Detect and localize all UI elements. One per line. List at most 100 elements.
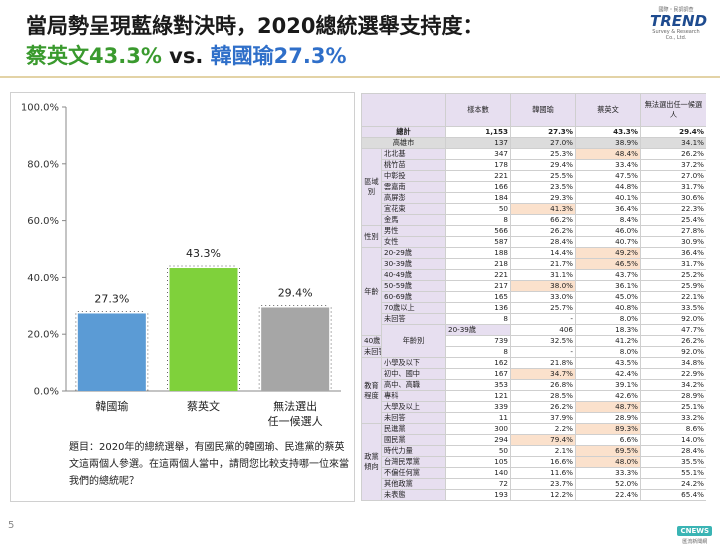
row-label: 40-49歲 [381,269,446,281]
cell-value: 587 [445,236,511,248]
row-label: 未表態 [381,489,446,501]
header-sample: 樣本數 [445,93,511,127]
cell-value: 28.4% [640,445,706,457]
cell-value: 79.4% [510,434,576,446]
cell-value: 43.3% [575,126,641,138]
cell-value: 49.2% [575,247,641,259]
cell-value: 33.0% [510,291,576,303]
cell-value: 34.7% [510,368,576,380]
row-label: 宜花東 [381,203,446,215]
cell-value: 34.8% [640,357,706,369]
cell-value: 21.8% [510,357,576,369]
cell-value: 178 [445,159,511,171]
cell-value: 31.7% [640,181,706,193]
table-row: 40-49歲 221 31.1% 43.7% 25.2% [362,269,706,281]
row-label: 金馬 [381,214,446,226]
row-label: 高雄市 [361,137,446,149]
tsai-result: 蔡英文43.3% [26,44,162,68]
cell-value: 29.4% [510,159,576,171]
cnews-badge: CNEWS [677,526,712,536]
cell-value: 1,153 [445,126,511,138]
cell-value: 32.5% [510,335,576,347]
cnews-logo: CNEWS 匯流新聞網 [677,518,712,545]
cell-value: 50 [445,203,511,215]
bar-1 [169,268,238,391]
title-divider [0,76,720,78]
crosstab-table-panel: 樣本數 韓國瑜 蔡英文 無法選出任一候選人 總計 1,153 27.3% 43.3% 2… [361,93,706,505]
cell-value: 14.4% [510,247,576,259]
bar-2 [261,307,330,391]
cell-value: 41.2% [575,335,641,347]
row-label: 雲嘉南 [381,181,446,193]
cell-value: 8.0% [575,313,641,325]
row-label: 20-29歲 [381,247,446,259]
cell-value: 217 [445,280,511,292]
table-row: 雲嘉南 166 23.5% 44.8% 31.7% [362,181,706,193]
bar-chart-panel: 0.0% 20.0% 40.0% 60.0% 80.0% 100.0% 27.3% 韓國瑜 43… [10,92,355,502]
row-label: 50-59歲 [381,280,446,292]
cell-value: 28.9% [640,390,706,402]
table-row: 台灣民眾黨 105 16.6% 48.0% 35.5% [362,456,706,468]
table-row: 70歲以上 136 25.7% 40.8% 33.5% [362,302,706,314]
group-label: 性別 [361,225,382,248]
table-row: 年齡 20-29歲 188 14.4% 49.2% 36.4% [361,247,706,336]
cell-value: 353 [445,379,511,391]
y-tick-label: 40.0% [27,273,59,284]
row-label: 桃竹苗 [381,159,446,171]
cell-value: 41.3% [510,203,576,215]
row-label: 男性 [381,225,446,237]
cell-value: 26.2% [640,335,706,347]
row-label: 其他政黨 [381,478,446,490]
header-tsai: 蔡英文 [575,93,641,127]
cell-value: 36.4% [640,247,706,259]
y-tick-label: 20.0% [27,330,59,341]
cell-value: 27.8% [640,225,706,237]
table-row: 政黨傾向 民進黨 300 2.2% 89.3% 8.6% [361,423,706,501]
cell-value: 22.9% [640,368,706,380]
cell-value: 48.4% [575,148,641,160]
crosstab-table: 樣本數 韓國瑜 蔡英文 無法選出任一候選人 總計 1,153 27.3% 43.3% 2… [361,93,706,501]
cell-value: 137 [445,137,511,149]
y-tick-label: 100.0% [21,103,59,114]
cell-value: 29.3% [510,192,576,204]
bar-value-label: 27.3% [94,292,129,305]
cell-value: 347 [445,148,511,160]
cell-value: 8 [445,346,511,358]
cell-value: 24.2% [640,478,706,490]
table-header-row: 樣本數 韓國瑜 蔡英文 無法選出任一候選人 [361,93,706,127]
cell-value: 26.8% [510,379,576,391]
table-row: 中彰投 221 25.5% 47.5% 27.0% [362,170,706,182]
cell-value: 43.7% [575,269,641,281]
cell-value: 66.2% [510,214,576,226]
cell-value: 22.1% [640,291,706,303]
cell-value: 40.8% [575,302,641,314]
cell-value: 25.1% [640,401,706,413]
cell-value: 50 [445,445,511,457]
cell-value: 48.7% [575,401,641,413]
cell-value: 34.2% [640,379,706,391]
row-label: 70歲以上 [381,302,446,314]
cell-value: 30.6% [640,192,706,204]
table-row: 其他政黨 72 23.7% 52.0% 24.2% [362,478,706,490]
logo-bottom-text: Survey & Research Co., Ltd. [652,29,700,41]
bar-0 [77,313,146,391]
cell-value: 136 [445,302,511,314]
row-label: 未回答 [381,412,446,424]
cell-value: 339 [445,401,511,413]
cell-value: 193 [445,489,511,501]
cell-value: 29.4% [640,126,706,138]
table-row: 30-39歲 218 21.7% 46.5% 31.7% [362,258,706,270]
cell-value: 46.5% [575,258,641,270]
row-label: 中彰投 [381,170,446,182]
survey-question: 題目：2020年的總統選舉，有國民黨的韓國瑜、民進黨的蔡英文這兩個人參選。在這兩… [69,442,349,487]
cell-value: 47.7% [640,324,706,336]
cell-value: 37.2% [640,159,706,171]
cell-value: 25.2% [640,269,706,281]
cell-value: 25.3% [510,148,576,160]
cell-value: 34.1% [640,137,706,149]
cell-value: 25.5% [510,170,576,182]
cell-value: 35.5% [640,456,706,468]
cell-value: 43.5% [575,357,641,369]
cell-value: 165 [445,291,511,303]
